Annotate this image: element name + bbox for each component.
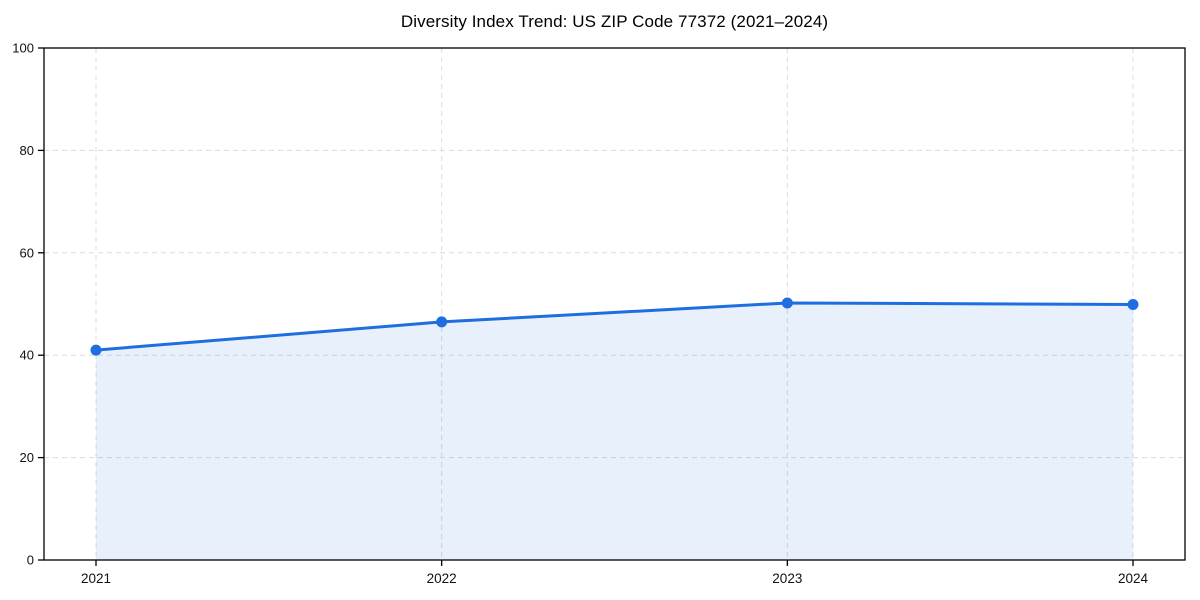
- data-point-2023: [781, 297, 793, 309]
- data-point-2024: [1127, 299, 1139, 311]
- x-tick-label: 2021: [81, 571, 111, 586]
- y-tick-label: 60: [20, 245, 34, 260]
- y-tick-label: 20: [20, 450, 34, 465]
- y-tick-label: 0: [27, 553, 34, 568]
- y-tick-label: 100: [12, 41, 34, 56]
- chart-title: Diversity Index Trend: US ZIP Code 77372…: [400, 12, 829, 31]
- x-tick-label: 2022: [427, 571, 457, 586]
- data-point-2022: [436, 316, 448, 328]
- trend-line: [94, 301, 1135, 352]
- plot-border: [43, 47, 1186, 561]
- y-tick-label: 40: [20, 348, 34, 363]
- y-tick-label: 80: [20, 143, 34, 158]
- area-fill: [96, 302, 1133, 560]
- data-point-2021: [90, 344, 102, 356]
- x-tick-label: 2024: [1118, 571, 1149, 586]
- x-tick-label: 2023: [772, 571, 802, 586]
